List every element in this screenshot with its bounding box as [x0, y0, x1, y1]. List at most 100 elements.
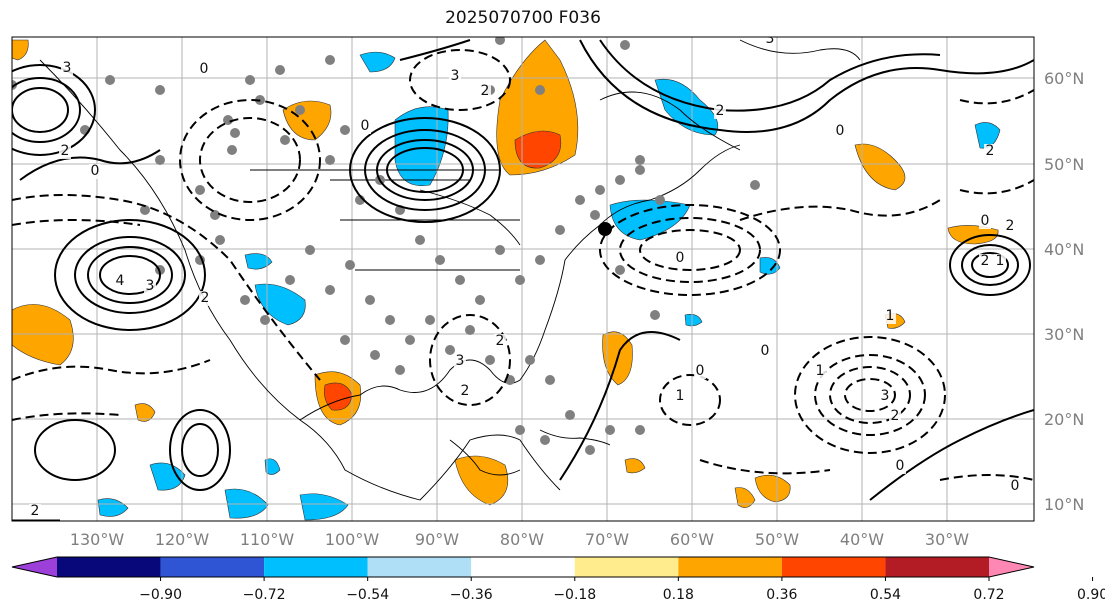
contour-label: 2 — [496, 333, 505, 349]
contour-label-bg — [199, 291, 211, 306]
longitude-label: 50°W — [755, 530, 799, 549]
contour-label-bg — [1004, 219, 1016, 234]
blue-blob — [244, 253, 273, 270]
contour-label: 0 — [1011, 478, 1020, 494]
contour-label: 0 — [361, 118, 370, 134]
colorbar-swatch — [57, 557, 161, 577]
contour-label: 3 — [456, 353, 465, 369]
contour-label: 2 — [986, 143, 995, 159]
longitude-label: 40°W — [840, 530, 884, 549]
latitude-label: 20°N — [1044, 410, 1084, 429]
contour-label: 1 — [886, 308, 895, 324]
blue-blob — [394, 106, 449, 187]
longitude-label: 130°W — [70, 530, 125, 549]
contour-label: 2 — [481, 83, 490, 99]
contour-label-bg — [884, 309, 896, 324]
contour-label-bg — [814, 364, 826, 379]
colorbar-swatch — [471, 557, 575, 577]
colorbar-swatch — [367, 557, 472, 577]
contour-label: 2 — [201, 290, 210, 306]
contour-label-bg — [994, 254, 1006, 269]
latitude-label: 50°N — [1044, 155, 1084, 174]
contour-label: 2 — [461, 383, 470, 399]
contour-label-bg — [979, 254, 991, 269]
contour-label-bg — [984, 144, 996, 159]
colorbar: −0.90 −0.72 −0.54 −0.36 −0.18 0.18 0.36 0.54 0.7… — [11, 556, 1105, 603]
contour-label: 2 — [891, 408, 900, 424]
colorbar-swatch — [781, 557, 886, 577]
longitude-label: 90°W — [415, 530, 459, 549]
colorbar-tick-label: −0.18 — [553, 587, 596, 603]
contour-label: 1 — [816, 363, 825, 379]
contour-label: 0 — [836, 123, 845, 139]
blue-blob — [299, 493, 349, 521]
colorbar-tick-label: 0.90 — [1077, 587, 1105, 603]
colorbar-tick-label: 0.36 — [766, 587, 797, 603]
contour-label: 1 — [676, 388, 685, 404]
latitude-label: 10°N — [1044, 495, 1084, 514]
dashed-contours — [12, 49, 1034, 481]
blue-blob — [654, 78, 719, 136]
contour-label-bg — [89, 164, 101, 179]
contour-label: 0 — [676, 250, 685, 266]
latitude-labels: 60°N 50°N 40°N 30°N 20°N 10°N — [1044, 69, 1084, 514]
map-border — [11, 36, 1035, 522]
contour-label-bg — [459, 384, 471, 399]
orange-blob — [947, 225, 999, 245]
red-blob — [514, 130, 562, 169]
colorbar-tick-label: 0.18 — [663, 587, 694, 603]
orange-blob — [624, 458, 646, 474]
contour-label: 2 — [981, 253, 990, 269]
colorbar-swatch — [885, 557, 989, 577]
longitude-labels: 130°W 120°W 110°W 100°W 90°W 80°W 70°W 60°W 50°W… — [70, 530, 969, 549]
colorbar-tick-label: −0.36 — [450, 587, 493, 603]
contour-label-bg — [114, 274, 126, 289]
blue-blob — [759, 257, 781, 275]
contour-label-bg — [694, 364, 706, 379]
orange-blob — [754, 474, 791, 503]
contour-label-bg — [29, 504, 41, 519]
orange-blob — [282, 100, 332, 141]
colorbar-swatch — [989, 557, 1034, 577]
blue-blob — [149, 462, 186, 491]
highlighted-station-dot — [598, 222, 612, 236]
shaded-anomaly-regions — [12, 39, 1001, 521]
contour-label-bg — [759, 344, 771, 359]
map-title: 2025070700 F036 — [445, 8, 601, 28]
contour-label-bg — [834, 124, 846, 139]
contour-label: 0 — [91, 163, 100, 179]
contour-label: 3 — [63, 60, 72, 76]
contour-label-bg — [979, 214, 991, 229]
contour-label: 0 — [200, 61, 209, 77]
contour-label: 2 — [716, 103, 725, 119]
latitude-label: 40°N — [1044, 240, 1084, 259]
blue-blob — [264, 458, 281, 475]
contour-label: 0 — [896, 458, 905, 474]
contour-label-bg — [198, 62, 210, 77]
orange-blob — [134, 403, 156, 422]
contour-label: 3 — [766, 31, 775, 47]
colorbar-tick-label: −0.90 — [139, 587, 182, 603]
contour-label: 4 — [116, 273, 125, 289]
blue-blob — [97, 498, 129, 517]
contour-label-bg — [449, 69, 461, 84]
contour-label-bg — [714, 104, 726, 119]
blue-blob — [609, 199, 691, 241]
contour-label: 2 — [1006, 218, 1015, 234]
contour-label-bg — [889, 409, 901, 424]
solid-contours — [12, 39, 1034, 501]
orange-blob — [12, 39, 29, 61]
latitude-label: 60°N — [1044, 69, 1084, 88]
station-dots — [12, 37, 760, 455]
contour-label: 2 — [61, 143, 70, 159]
contour-label-bg — [674, 389, 686, 404]
colorbar-tick-label: 0.72 — [973, 587, 1004, 603]
longitude-label: 70°W — [585, 530, 629, 549]
contour-label-bg — [1009, 479, 1021, 494]
colorbar-tick-label: 0.54 — [870, 587, 901, 603]
contour-label-bg — [61, 61, 73, 76]
longitude-label: 30°W — [925, 530, 969, 549]
blue-blob — [359, 51, 396, 73]
